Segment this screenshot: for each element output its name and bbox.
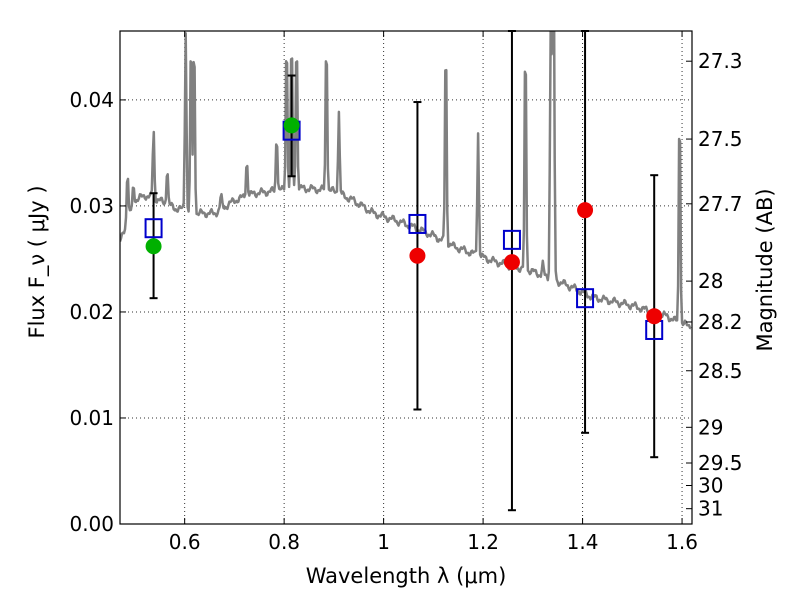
- x-tick-label: 1.2: [467, 530, 499, 554]
- marker-layer: [144, 117, 664, 340]
- label-layer: Wavelength λ (μm) Flux F_ν ( μJy ) Magni…: [25, 185, 777, 588]
- magnitude-tick-label: 29.5: [698, 451, 743, 475]
- x-tick-label: 1: [377, 530, 390, 554]
- y-tick-label: 0.04: [69, 88, 114, 112]
- plot-frame: [119, 30, 693, 525]
- y-tick-label: 0.02: [69, 300, 114, 324]
- x-tick-label: 0.8: [268, 530, 300, 554]
- model-photometry-square: [576, 288, 595, 309]
- x-tick-label: 1.6: [666, 530, 698, 554]
- spectrum-layer: [120, 31, 692, 330]
- observed-flux-point: [409, 247, 426, 264]
- observed-flux-point: [145, 238, 162, 255]
- magnitude-tick-label: 28.5: [698, 359, 743, 383]
- magnitude-tick-label: 30: [698, 474, 723, 498]
- observed-flux-point: [283, 117, 300, 134]
- observed-flux-point: [577, 202, 594, 219]
- errorbar-layer: [149, 30, 659, 512]
- model-spectrum-line: [120, 31, 692, 330]
- magnitude-tick-label: 27.3: [698, 49, 743, 73]
- x-tick-label: 0.6: [169, 530, 201, 554]
- x-axis-label: Wavelength λ (μm): [306, 564, 507, 588]
- magnitude-tick-label: 29: [698, 415, 723, 439]
- magnitude-tick-label: 28.2: [698, 310, 743, 334]
- y-tick-label: 0.03: [69, 194, 114, 218]
- magnitude-tick-label: 31: [698, 497, 723, 521]
- y-tick-label: 0.00: [69, 512, 114, 536]
- x-tick-label: 1.4: [567, 530, 599, 554]
- magnitude-tick-label: 27.7: [698, 192, 743, 216]
- model-photometry-square: [144, 218, 163, 239]
- y-tick-label: 0.01: [69, 406, 114, 430]
- observed-flux-point: [503, 254, 520, 271]
- grid-layer: [120, 31, 692, 525]
- y-axis-label: Flux F_ν ( μJy ): [25, 185, 50, 338]
- magnitude-tick-label: 28: [698, 269, 723, 293]
- model-photometry-square: [502, 229, 521, 250]
- axes-layer: 0.6 0.8 1 1.2 1.4 1.6 0.00 0.01 0.02 0.03 0.04 27.3…: [69, 30, 743, 554]
- observed-flux-point: [646, 308, 663, 325]
- right-axis-label: Magnitude (AB): [753, 188, 777, 351]
- magnitude-tick-label: 27.5: [698, 127, 743, 151]
- model-photometry-square: [408, 213, 427, 234]
